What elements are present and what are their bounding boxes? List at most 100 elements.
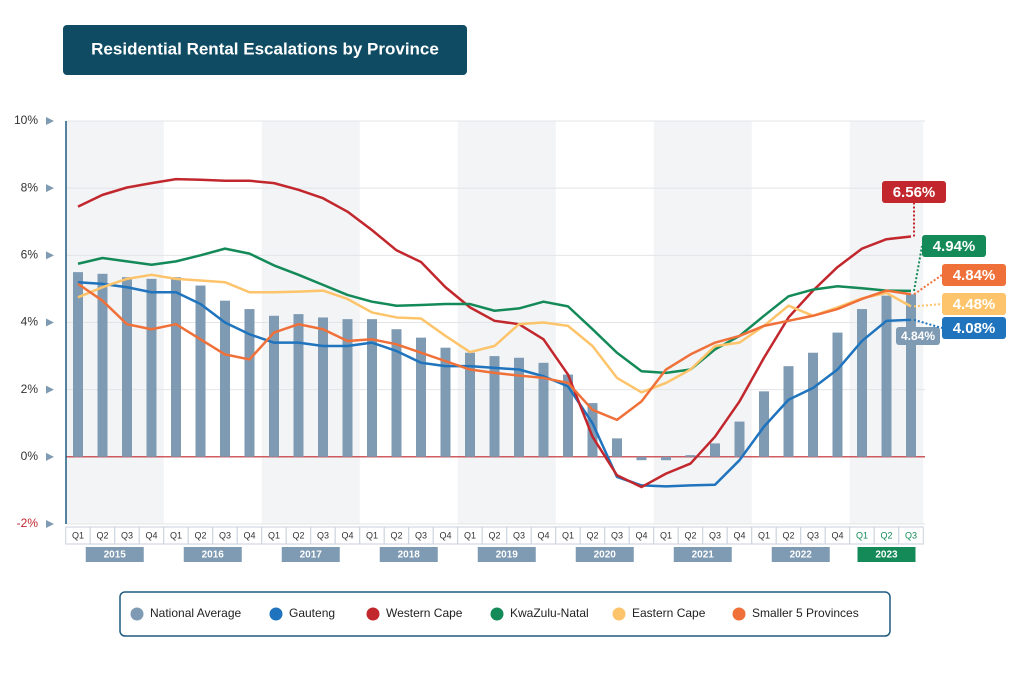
bar (808, 352, 818, 457)
x-tick-box (898, 526, 924, 545)
x-tick-label: Q4 (243, 530, 255, 540)
data-label: 4.48% (953, 296, 996, 313)
callout-box (942, 264, 1006, 286)
x-tick-label: Q3 (807, 530, 819, 540)
legend: National Average Gauteng Western Cape KwaZu… (130, 606, 859, 621)
y-tick-arrow (46, 385, 54, 394)
legend-marker (130, 607, 144, 621)
y-tick-label: 8% (21, 180, 39, 194)
x-tick-label: Q1 (268, 530, 280, 540)
year-box (379, 547, 438, 562)
legend-marker (269, 607, 283, 621)
x-tick-label: Q4 (341, 530, 353, 540)
data-label: 4.84% (901, 329, 935, 343)
bar (710, 443, 720, 457)
x-tick-label: Q3 (513, 530, 525, 540)
line (77, 273, 912, 394)
chart-title: Residential Rental Escalations by Provin… (91, 39, 439, 58)
bar (832, 332, 843, 457)
x-tick-label: Q1 (660, 530, 672, 540)
callout-leader (913, 274, 943, 296)
bar (661, 456, 671, 461)
bar (146, 278, 157, 457)
year-label: 2017 (300, 550, 323, 561)
bar (514, 357, 524, 457)
x-tick-label: Q1 (856, 530, 868, 540)
legend-marker (612, 607, 626, 621)
y-tick-arrow (46, 251, 54, 260)
bar (97, 273, 108, 457)
legend-label: National Average (150, 606, 242, 620)
legend-marker (490, 607, 504, 621)
x-tick-label: Q3 (317, 530, 329, 540)
bar (269, 315, 279, 457)
callout-box (896, 327, 940, 345)
x-tick-label: Q1 (562, 530, 574, 540)
bar (416, 337, 426, 457)
callouts: 4.84% 4.08% 6.56% 4.94% 4.48% 4.84% (882, 181, 1006, 345)
y-tick-arrow (46, 318, 54, 327)
y-tick-arrow (46, 184, 54, 193)
line (77, 282, 912, 422)
bar (538, 362, 549, 457)
x-tick-label: Q4 (145, 530, 157, 540)
y-tick-label: 2% (21, 382, 39, 396)
x-tick-label: Q3 (121, 530, 133, 540)
x-tick-label: Q4 (439, 530, 451, 540)
line (77, 177, 912, 489)
x-tick-label: Q3 (219, 530, 231, 540)
bar (881, 295, 892, 457)
bar (195, 285, 206, 457)
data-label: 4.84% (953, 267, 996, 284)
x-tick-label: Q1 (72, 530, 84, 540)
data-label: 6.56% (893, 184, 936, 201)
x-tick-label: Q2 (586, 530, 598, 540)
year-label: 2019 (496, 550, 519, 561)
bar (734, 421, 745, 457)
year-label: 2015 (104, 550, 127, 561)
bar (489, 356, 500, 457)
year-box (85, 547, 144, 562)
bar (244, 309, 255, 457)
bar (171, 277, 181, 457)
x-tick-label: Q3 (415, 530, 427, 540)
x-tick-label: Q3 (611, 530, 623, 540)
y-tick-label: 0% (21, 449, 39, 463)
year-box (771, 547, 830, 562)
x-tick-label: Q4 (537, 530, 549, 540)
y-tick-label: 4% (21, 315, 39, 329)
bar (220, 300, 230, 457)
y-tick-arrow (46, 117, 54, 125)
x-tick-label: Q4 (831, 530, 843, 540)
callout-box (942, 317, 1006, 339)
year-label: 2022 (790, 550, 813, 561)
y-tick-label: 6% (21, 248, 39, 262)
x-tick-label: Q3 (709, 530, 721, 540)
y-tick-arrow (46, 520, 54, 528)
callout-leader (913, 303, 943, 308)
bar (612, 438, 622, 457)
line (77, 247, 912, 375)
bar (636, 456, 647, 461)
x-tick-label: Q2 (684, 530, 696, 540)
callout-box (882, 181, 946, 203)
bar (440, 347, 451, 457)
legend-label: KwaZulu-Natal (510, 606, 589, 620)
x-tick-label: Q1 (464, 530, 476, 540)
x-tick-label: Q3 (905, 530, 917, 540)
x-tick-label: Q4 (635, 530, 647, 540)
year-label: 2023 (875, 550, 898, 561)
year-box (575, 547, 634, 562)
bar (563, 374, 573, 457)
x-tick-label: Q1 (366, 530, 378, 540)
legend-label: Gauteng (289, 606, 335, 620)
x-tick-label: Q4 (733, 530, 745, 540)
year-label: 2018 (398, 550, 421, 561)
bar (391, 329, 402, 457)
bar (759, 391, 769, 457)
legend-label: Smaller 5 Provinces (752, 606, 859, 620)
year-box (183, 547, 242, 562)
x-tick-label: Q2 (96, 530, 108, 540)
lines (77, 177, 912, 489)
year-box (281, 547, 340, 562)
